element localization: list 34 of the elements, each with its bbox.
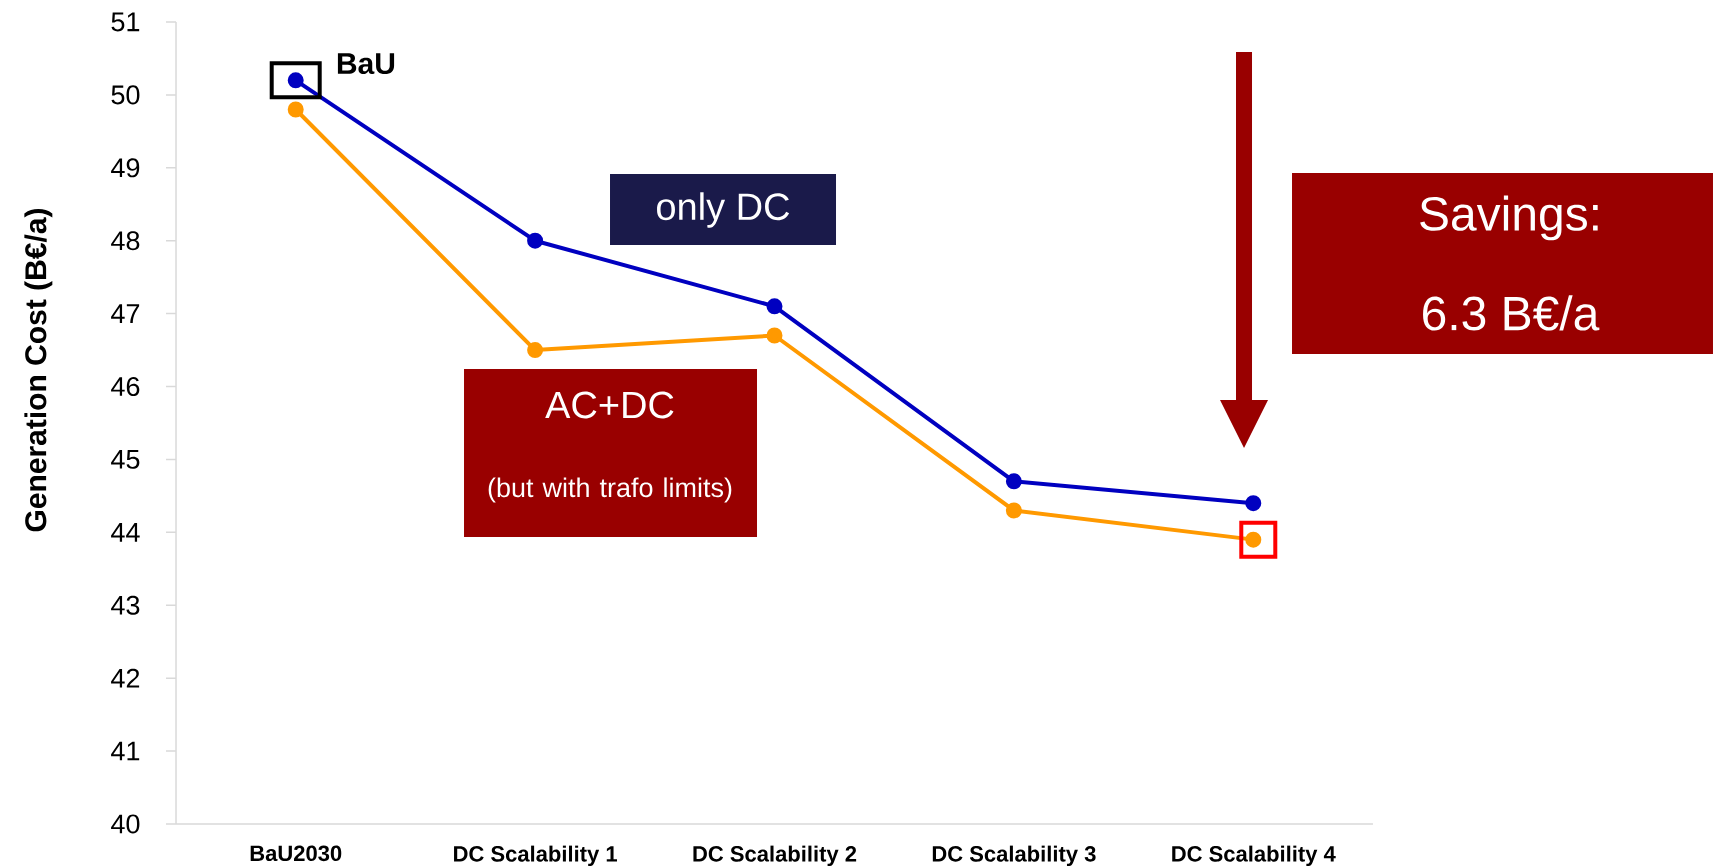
x-tick-label: DC Scalability 2 (693, 845, 857, 866)
point (766, 327, 783, 344)
point (527, 342, 544, 359)
point (766, 298, 783, 315)
x-tick-label: DC Scalability 1 (454, 845, 617, 866)
x-tick-label: DC Scalability 4 (1172, 845, 1336, 866)
point (1005, 502, 1022, 519)
series-label: only DC (657, 192, 790, 228)
text: 6.3 B€/a (1423, 295, 1600, 331)
y-tick-label: 49 (111, 158, 140, 178)
series-label: AC+DC (545, 391, 674, 419)
y-tick-label: 42 (111, 668, 140, 688)
point (1245, 495, 1262, 512)
y-tick-label: 43 (111, 595, 140, 615)
text: Savings: (1420, 195, 1598, 241)
point (287, 101, 304, 118)
annotation: BaU (337, 53, 395, 75)
point (527, 232, 544, 249)
point (287, 72, 304, 89)
y-tick-label: 50 (111, 85, 140, 105)
y-tick-label: 45 (111, 450, 140, 469)
annotation: (but with trafo limits) (488, 477, 732, 503)
point (1245, 531, 1262, 548)
y-tick-label: 51 (111, 12, 140, 32)
x-tick-label: DC Scalability 3 (932, 845, 1096, 866)
y-tick-label: 47 (111, 304, 140, 323)
y-tick-label: 40 (111, 814, 140, 834)
point (1005, 473, 1022, 490)
x-tick-label: BaU2030 (250, 845, 342, 862)
y-tick-label: 48 (111, 231, 140, 251)
y-tick-label: 41 (111, 741, 140, 761)
y-tick-label: 46 (111, 376, 140, 397)
y-axis-title: Generation Cost (B€/a) (24, 209, 53, 532)
y-tick-label: 44 (111, 523, 140, 542)
